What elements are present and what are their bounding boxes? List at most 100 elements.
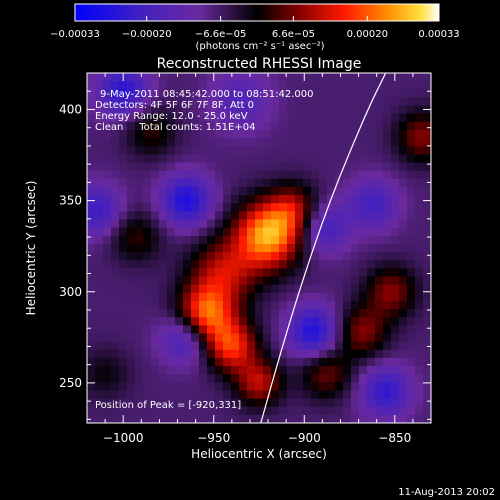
heatmap-cell: [287, 317, 296, 326]
heatmap-cell: [287, 284, 296, 294]
heatmap-cell: [183, 138, 192, 147]
heatmap-cell: [95, 349, 104, 359]
heatmap-cell: [319, 357, 328, 367]
heatmap-cell: [199, 374, 208, 383]
heatmap-cell: [119, 292, 128, 302]
heatmap-cell: [231, 325, 240, 335]
heatmap-cell: [167, 162, 176, 172]
heatmap-cell: [159, 129, 168, 139]
heatmap-cell: [87, 203, 96, 212]
heatmap-cell: [335, 195, 344, 204]
heatmap-cell: [391, 154, 400, 164]
heatmap-cell: [343, 406, 352, 416]
heatmap-cell: [335, 252, 344, 261]
heatmap-cell: [335, 300, 344, 310]
heatmap-cell: [143, 390, 152, 400]
heatmap-cell: [311, 284, 320, 294]
heatmap-cell: [295, 178, 304, 188]
heatmap-cell: [199, 113, 208, 123]
heatmap-cell: [351, 276, 360, 286]
heatmap-cell: [367, 276, 376, 286]
heatmap-cell: [367, 349, 376, 359]
heatmap-cell: [215, 333, 224, 343]
heatmap-cell: [415, 398, 424, 408]
heatmap-cell: [143, 129, 152, 139]
heatmap-cell: [311, 260, 320, 269]
heatmap-cell: [319, 186, 328, 196]
heatmap-cell: [383, 260, 392, 269]
heatmap-cell: [311, 146, 320, 155]
heatmap-cell: [199, 138, 208, 147]
heatmap-cell: [399, 243, 408, 253]
heatmap-cell: [207, 366, 216, 375]
heatmap-cell: [263, 138, 272, 147]
heatmap-cell: [375, 121, 384, 131]
heatmap-cell: [399, 260, 408, 269]
heatmap-cell: [159, 211, 168, 221]
heatmap-cell: [351, 268, 360, 278]
heatmap-cell: [335, 105, 344, 115]
heatmap-cell: [191, 211, 200, 221]
heatmap-cell: [375, 276, 384, 286]
heatmap-cell: [207, 138, 216, 147]
heatmap-cell: [303, 186, 312, 196]
heatmap-cell: [95, 227, 104, 237]
heatmap-cell: [327, 366, 336, 375]
heatmap-cell: [103, 170, 112, 180]
heatmap-cell: [151, 89, 160, 99]
heatmap-cell: [111, 162, 120, 172]
heatmap-cell: [151, 300, 160, 310]
heatmap-cell: [167, 81, 176, 90]
heatmap-cell: [279, 162, 288, 172]
heatmap-cell: [239, 121, 248, 131]
heatmap-cell: [111, 309, 120, 318]
heatmap-cell: [231, 300, 240, 310]
heatmap-cell: [351, 414, 360, 423]
heatmap-cell: [119, 349, 128, 359]
heatmap-cell: [391, 203, 400, 212]
heatmap-cell: [423, 113, 431, 123]
heatmap-cell: [143, 211, 152, 221]
heatmap-cell: [303, 89, 312, 99]
heatmap-cell: [359, 300, 368, 310]
heatmap-cell: [95, 203, 104, 212]
heatmap-cell: [367, 81, 376, 90]
heatmap-cell: [199, 333, 208, 343]
heatmap-cell: [407, 113, 416, 123]
heatmap-cell: [271, 138, 280, 147]
heatmap-cell: [207, 170, 216, 180]
heatmap-cell: [407, 374, 416, 383]
heatmap-cell: [303, 390, 312, 400]
heatmap-cell: [287, 73, 296, 82]
heatmap-cell: [215, 398, 224, 408]
heatmap-cell: [111, 89, 120, 99]
heatmap-cell: [351, 309, 360, 318]
heatmap-cell: [111, 105, 120, 115]
heatmap-cell: [367, 227, 376, 237]
heatmap-cell: [303, 146, 312, 155]
heatmap-cell: [207, 219, 216, 229]
heatmap-cell: [151, 146, 160, 155]
heatmap-cell: [375, 398, 384, 408]
heatmap-cell: [215, 146, 224, 155]
heatmap-cell: [199, 357, 208, 367]
heatmap-cell: [167, 325, 176, 335]
heatmap-cell: [359, 406, 368, 416]
heatmap-cell: [127, 105, 136, 115]
heatmap-cell: [383, 146, 392, 155]
heatmap-cell: [319, 349, 328, 359]
heatmap-cell: [191, 146, 200, 155]
x-tick-label: −900: [288, 431, 321, 445]
heatmap-cell: [159, 414, 168, 423]
heatmap-cell: [271, 325, 280, 335]
heatmap-cell: [375, 333, 384, 343]
heatmap-cell: [391, 414, 400, 423]
heatmap-cell: [335, 260, 344, 269]
heatmap-cell: [271, 309, 280, 318]
heatmap-cell: [119, 129, 128, 139]
heatmap-cell: [215, 366, 224, 375]
heatmap-cell: [375, 406, 384, 416]
heatmap-cell: [407, 398, 416, 408]
heatmap-cell: [207, 73, 216, 82]
heatmap-cell: [287, 300, 296, 310]
